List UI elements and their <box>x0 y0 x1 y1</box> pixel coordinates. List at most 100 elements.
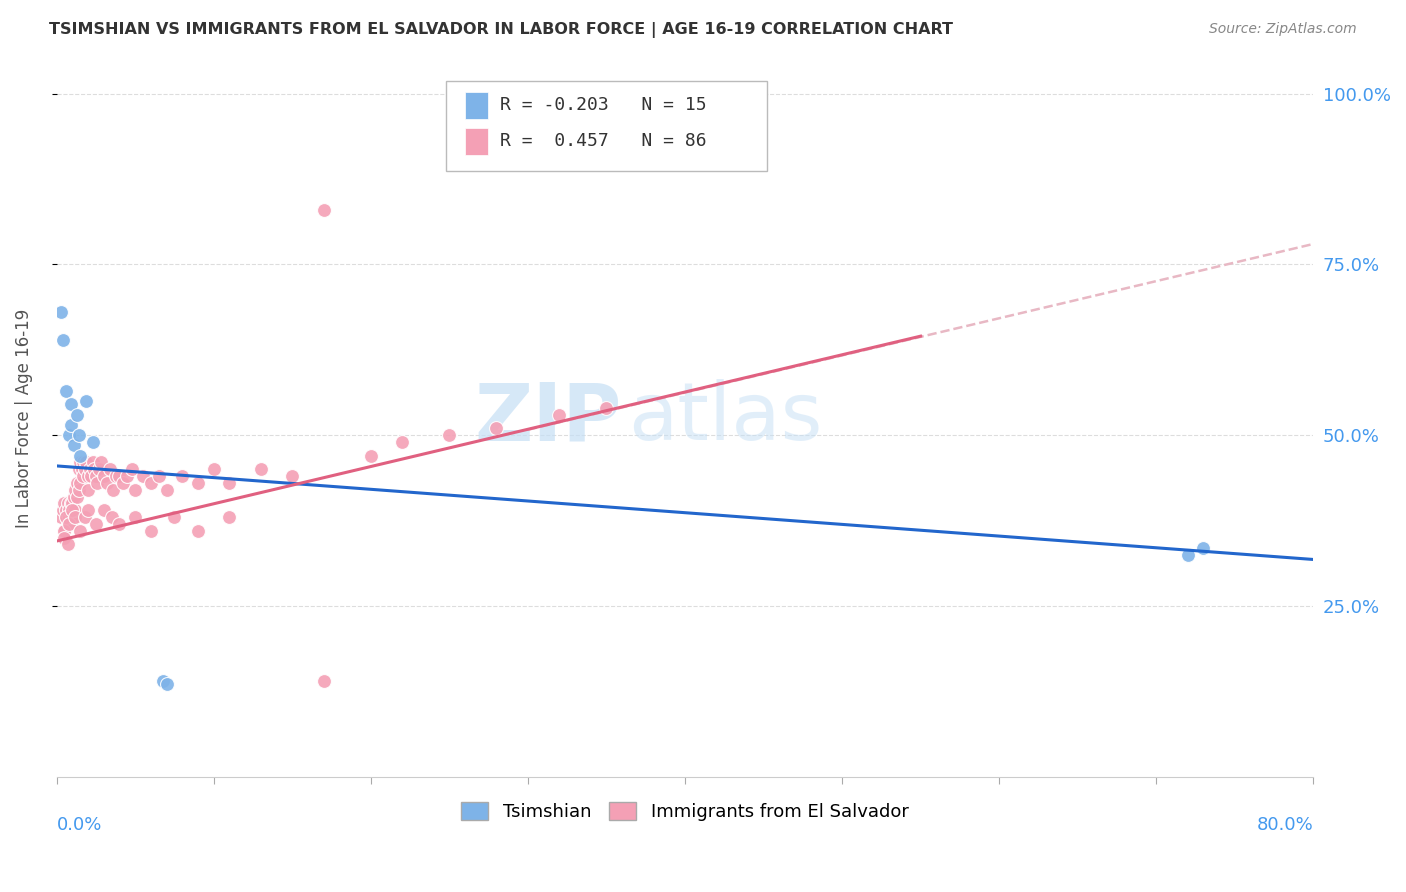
Point <box>124 510 146 524</box>
Point <box>67 462 90 476</box>
Point <box>69 475 91 490</box>
Point <box>98 462 121 476</box>
Text: 0.0%: 0.0% <box>56 816 103 834</box>
Point <box>56 516 79 531</box>
Point <box>439 428 461 442</box>
Point <box>218 475 240 490</box>
Point <box>312 202 335 217</box>
Point <box>59 417 82 432</box>
Point <box>187 524 209 538</box>
Point <box>52 333 75 347</box>
Bar <box>465 128 488 155</box>
Point <box>77 469 100 483</box>
Text: ZIP: ZIP <box>475 379 621 457</box>
Point <box>187 475 209 490</box>
Point <box>172 469 194 483</box>
Point <box>148 469 170 483</box>
Point <box>82 435 104 450</box>
Point <box>58 510 80 524</box>
Point <box>65 510 87 524</box>
Point <box>84 469 107 483</box>
Point <box>60 496 83 510</box>
Point <box>63 490 86 504</box>
Text: R = -0.203   N = 15: R = -0.203 N = 15 <box>501 96 707 114</box>
Point <box>60 503 83 517</box>
Point <box>360 449 382 463</box>
Y-axis label: In Labor Force | Age 16-19: In Labor Force | Age 16-19 <box>15 309 32 528</box>
Point <box>77 503 100 517</box>
Point <box>155 677 177 691</box>
Point <box>59 496 82 510</box>
Point <box>72 455 94 469</box>
Point <box>65 483 87 497</box>
Point <box>485 421 508 435</box>
Point <box>58 503 80 517</box>
Point <box>66 475 89 490</box>
Point <box>51 305 73 319</box>
Point <box>93 469 115 483</box>
Point <box>63 438 86 452</box>
Point <box>55 510 77 524</box>
Point <box>75 455 97 469</box>
Point <box>218 510 240 524</box>
Point <box>69 524 91 538</box>
Point <box>312 673 335 688</box>
Point <box>84 516 107 531</box>
Point <box>58 516 80 531</box>
Point <box>595 401 617 415</box>
Point <box>105 469 128 483</box>
Point <box>53 531 76 545</box>
Point <box>53 524 76 538</box>
Text: atlas: atlas <box>628 379 823 457</box>
Point <box>93 503 115 517</box>
Point <box>111 475 134 490</box>
Point <box>121 462 143 476</box>
Point <box>87 462 110 476</box>
Point <box>202 462 225 476</box>
Point <box>80 469 103 483</box>
Point <box>66 490 89 504</box>
Point <box>72 469 94 483</box>
Legend: Tsimshian, Immigrants from El Salvador: Tsimshian, Immigrants from El Salvador <box>454 795 915 829</box>
Point <box>66 408 89 422</box>
Point <box>108 469 131 483</box>
Point <box>90 455 112 469</box>
Point <box>1192 541 1215 555</box>
Text: Source: ZipAtlas.com: Source: ZipAtlas.com <box>1209 22 1357 37</box>
Point <box>77 483 100 497</box>
Point <box>117 469 139 483</box>
Point <box>139 524 162 538</box>
Text: R =  0.457   N = 86: R = 0.457 N = 86 <box>501 132 707 151</box>
Point <box>139 475 162 490</box>
Text: TSIMSHIAN VS IMMIGRANTS FROM EL SALVADOR IN LABOR FORCE | AGE 16-19 CORRELATION : TSIMSHIAN VS IMMIGRANTS FROM EL SALVADOR… <box>49 22 953 38</box>
Point <box>75 394 97 409</box>
Point <box>1177 548 1199 562</box>
Point <box>65 503 87 517</box>
Point <box>70 462 93 476</box>
Point <box>58 428 80 442</box>
Point <box>281 469 304 483</box>
Point <box>96 475 118 490</box>
FancyBboxPatch shape <box>446 81 766 170</box>
Text: 80.0%: 80.0% <box>1257 816 1313 834</box>
Point <box>73 510 96 524</box>
Point <box>79 462 101 476</box>
Point <box>56 496 79 510</box>
Point <box>63 510 86 524</box>
Point <box>73 462 96 476</box>
Point <box>67 428 90 442</box>
Point <box>55 384 77 398</box>
Point <box>132 469 155 483</box>
Point <box>53 524 76 538</box>
Point <box>59 516 82 531</box>
Point <box>59 397 82 411</box>
Point <box>69 455 91 469</box>
Point <box>53 496 76 510</box>
Point <box>250 462 273 476</box>
Bar <box>465 92 488 120</box>
Point <box>101 483 124 497</box>
Point <box>124 483 146 497</box>
Point <box>108 516 131 531</box>
Point <box>152 673 174 688</box>
Point <box>69 449 91 463</box>
